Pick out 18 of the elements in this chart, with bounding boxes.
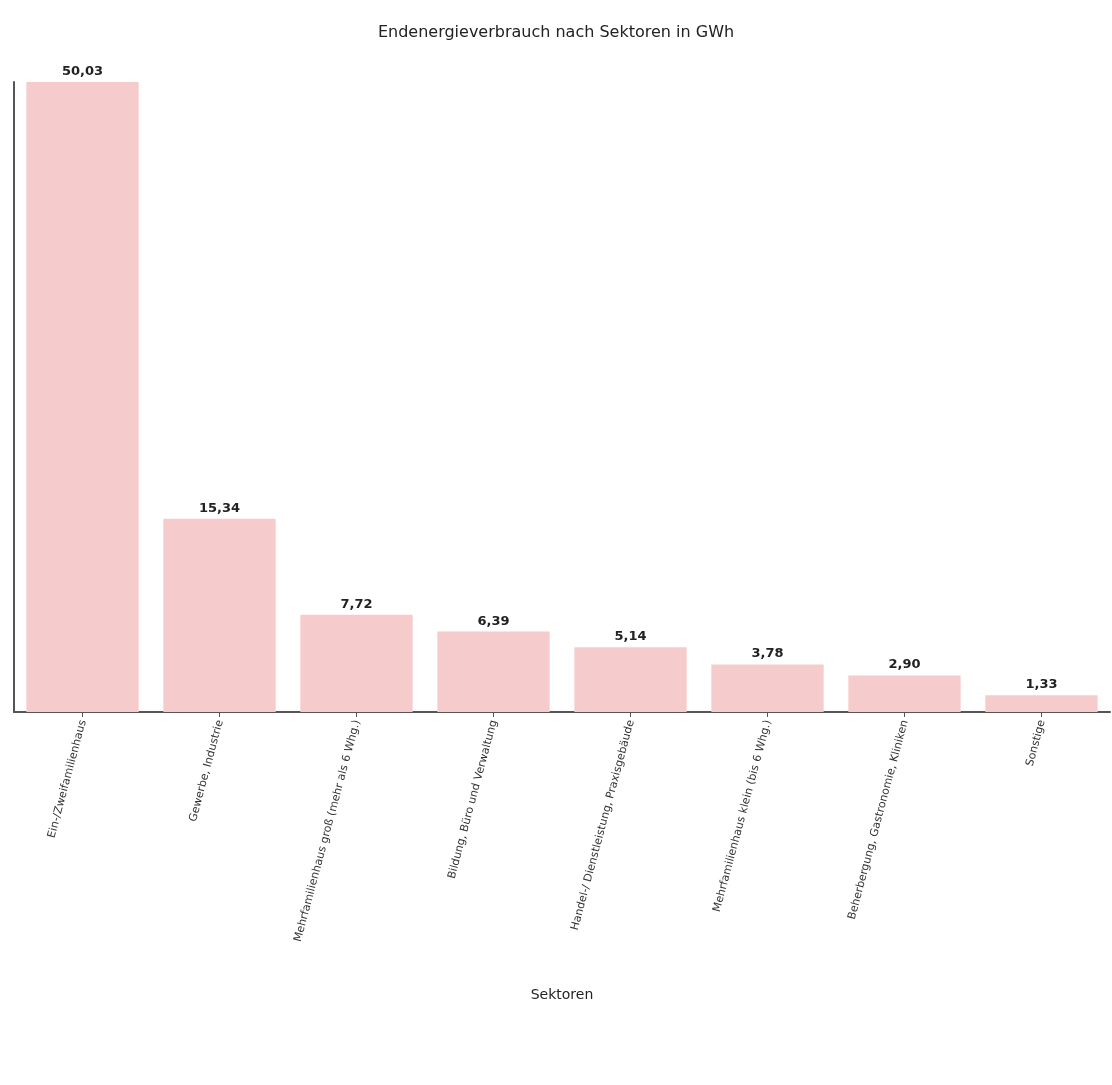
bar	[711, 664, 824, 712]
bar	[437, 631, 550, 712]
data-label: 7,72	[340, 595, 373, 611]
data-label: 6,39	[477, 612, 510, 628]
data-label: 5,14	[614, 628, 647, 644]
bar	[985, 695, 1098, 712]
bar	[300, 614, 413, 712]
data-label: 2,90	[888, 656, 921, 672]
data-label: 3,78	[751, 645, 784, 661]
data-label: 15,34	[198, 499, 241, 515]
bar	[848, 675, 961, 712]
data-label: 50,03	[61, 63, 104, 78]
chart-title: Endenergieverbrauch nach Sektoren in GWh	[377, 21, 735, 41]
bar	[574, 647, 687, 712]
data-label: 1,33	[1025, 676, 1058, 692]
bar	[163, 518, 276, 712]
bar	[26, 82, 139, 712]
x-axis-title: Sektoren	[530, 986, 594, 1002]
